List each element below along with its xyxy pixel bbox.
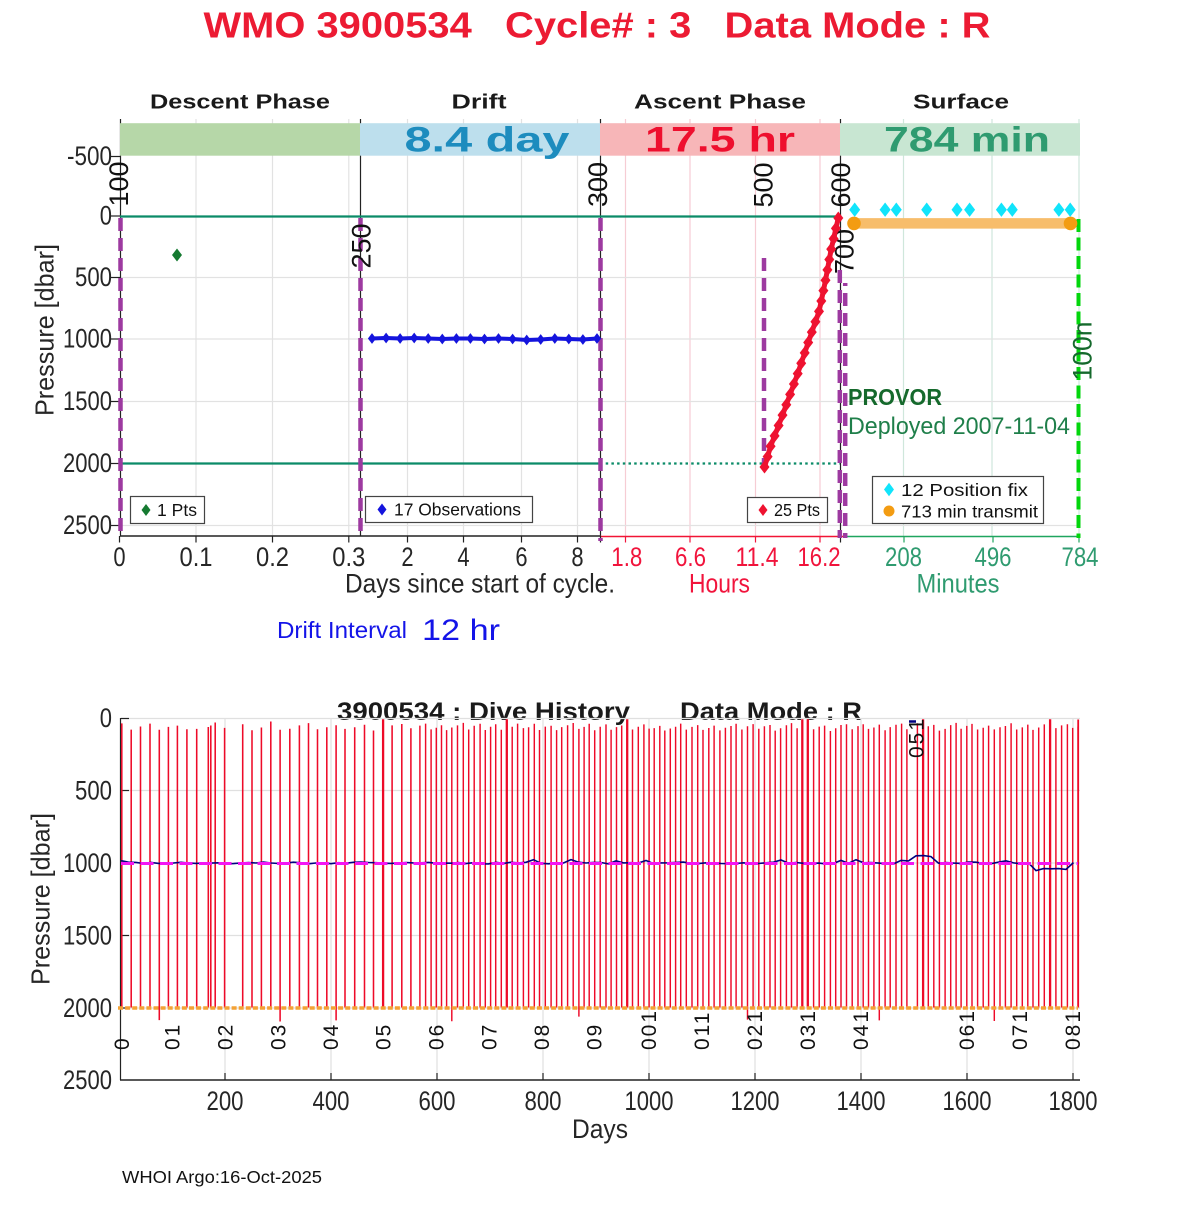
svg-text:11.4: 11.4 [736,542,779,572]
svg-text:1400: 1400 [837,1086,886,1116]
svg-text:Drift: Drift [452,92,507,114]
svg-text:2500: 2500 [63,510,112,540]
svg-text:1.8: 1.8 [611,542,642,572]
svg-text:500: 500 [749,163,779,208]
svg-text:0: 0 [113,542,125,572]
svg-text:01: 01 [162,1023,185,1050]
svg-text:WMO 3900534 Cycle# : 3 Dat: WMO 3900534 Cycle# : 3 Data Mode : R [204,5,991,46]
svg-text:0.3: 0.3 [332,542,365,572]
svg-text:784 min: 784 min [884,121,1050,160]
svg-text:-500: -500 [67,141,112,171]
svg-text:3900534 : Dive History: 3900534 : Dive History [337,698,630,726]
svg-text:0.2: 0.2 [256,542,289,572]
svg-text:011: 011 [691,1011,714,1050]
svg-text:800: 800 [525,1086,562,1116]
svg-text:Data Mode : R: Data Mode : R [680,698,862,726]
svg-text:07: 07 [479,1023,502,1050]
svg-text:2000: 2000 [63,993,112,1023]
svg-text:Deployed 2007-11-04: Deployed 2007-11-04 [848,413,1070,440]
svg-text:0: 0 [100,201,112,231]
svg-text:12 hr: 12 hr [422,614,500,647]
svg-text:06: 06 [426,1023,449,1050]
svg-text:1500: 1500 [63,386,112,416]
svg-text:784: 784 [1062,542,1099,572]
svg-text:1500: 1500 [63,921,112,951]
svg-text:Days: Days [572,1114,628,1144]
svg-text:Pressure [dbar]: Pressure [dbar] [25,813,55,985]
svg-text:8.4 day: 8.4 day [405,121,571,160]
svg-text:021: 021 [744,1009,767,1050]
svg-text:05: 05 [373,1023,396,1050]
svg-text:Descent Phase: Descent Phase [150,92,330,114]
svg-text:031: 031 [797,1009,820,1050]
svg-text:02: 02 [215,1023,238,1050]
svg-text:8: 8 [571,542,583,572]
svg-text:Minutes: Minutes [917,569,1000,599]
svg-text:300: 300 [583,162,613,207]
svg-text:1000: 1000 [625,1086,674,1116]
svg-text:4: 4 [457,542,469,572]
svg-text:2500: 2500 [63,1065,112,1095]
svg-text:09: 09 [584,1023,607,1050]
svg-text:061: 061 [956,1009,979,1050]
svg-text:6: 6 [515,542,527,572]
svg-text:Ascent Phase: Ascent Phase [634,92,806,114]
svg-text:1200: 1200 [731,1086,780,1116]
svg-text:Surface: Surface [913,92,1009,114]
svg-text:17 Observations: 17 Observations [394,500,521,520]
svg-text:051: 051 [906,717,929,758]
svg-text:03: 03 [268,1023,291,1050]
svg-text:1800: 1800 [1049,1086,1098,1116]
svg-text:001: 001 [638,1009,661,1050]
svg-text:Drift Interval: Drift Interval [277,617,407,643]
svg-text:16.2: 16.2 [798,542,841,572]
svg-text:Days since start of cycle.: Days since start of cycle. [345,569,615,599]
svg-text:500: 500 [75,262,112,292]
svg-text:208: 208 [885,542,922,572]
svg-text:08: 08 [531,1023,554,1050]
svg-text:0: 0 [100,703,112,733]
svg-text:1600: 1600 [943,1086,992,1116]
svg-text:0: 0 [111,1036,134,1050]
svg-text:071: 071 [1009,1009,1032,1050]
svg-text:400: 400 [313,1086,350,1116]
svg-text:2000: 2000 [63,448,112,478]
svg-text:041: 041 [850,1009,873,1050]
svg-text:17.5 hr: 17.5 hr [645,121,795,160]
svg-text:713 min transmit: 713 min transmit [901,502,1038,522]
svg-text:2: 2 [401,542,413,572]
svg-text:496: 496 [975,542,1012,572]
svg-text:12 Position fix: 12 Position fix [901,480,1028,500]
svg-text:500: 500 [75,776,112,806]
svg-text:081: 081 [1062,1009,1085,1050]
svg-text:Hours: Hours [689,569,750,599]
svg-text:PROVOR: PROVOR [848,384,942,410]
svg-text:04: 04 [320,1023,343,1050]
svg-text:1000: 1000 [63,848,112,878]
svg-text:200: 200 [207,1086,244,1116]
svg-text:100: 100 [104,162,134,207]
svg-text:25 Pts: 25 Pts [774,500,820,520]
svg-text:0.1: 0.1 [180,542,213,572]
svg-text:600: 600 [826,163,856,208]
svg-text:1 Pts: 1 Pts [157,500,197,520]
svg-text:600: 600 [419,1086,456,1116]
svg-text:WHOI Argo:16-Oct-2025: WHOI Argo:16-Oct-2025 [122,1167,322,1187]
svg-text:Pressure [dbar]: Pressure [dbar] [29,244,59,416]
svg-text:1000: 1000 [63,324,112,354]
svg-text:100n: 100n [1068,322,1098,381]
svg-text:250: 250 [347,224,377,269]
svg-text:6.6: 6.6 [675,542,706,572]
